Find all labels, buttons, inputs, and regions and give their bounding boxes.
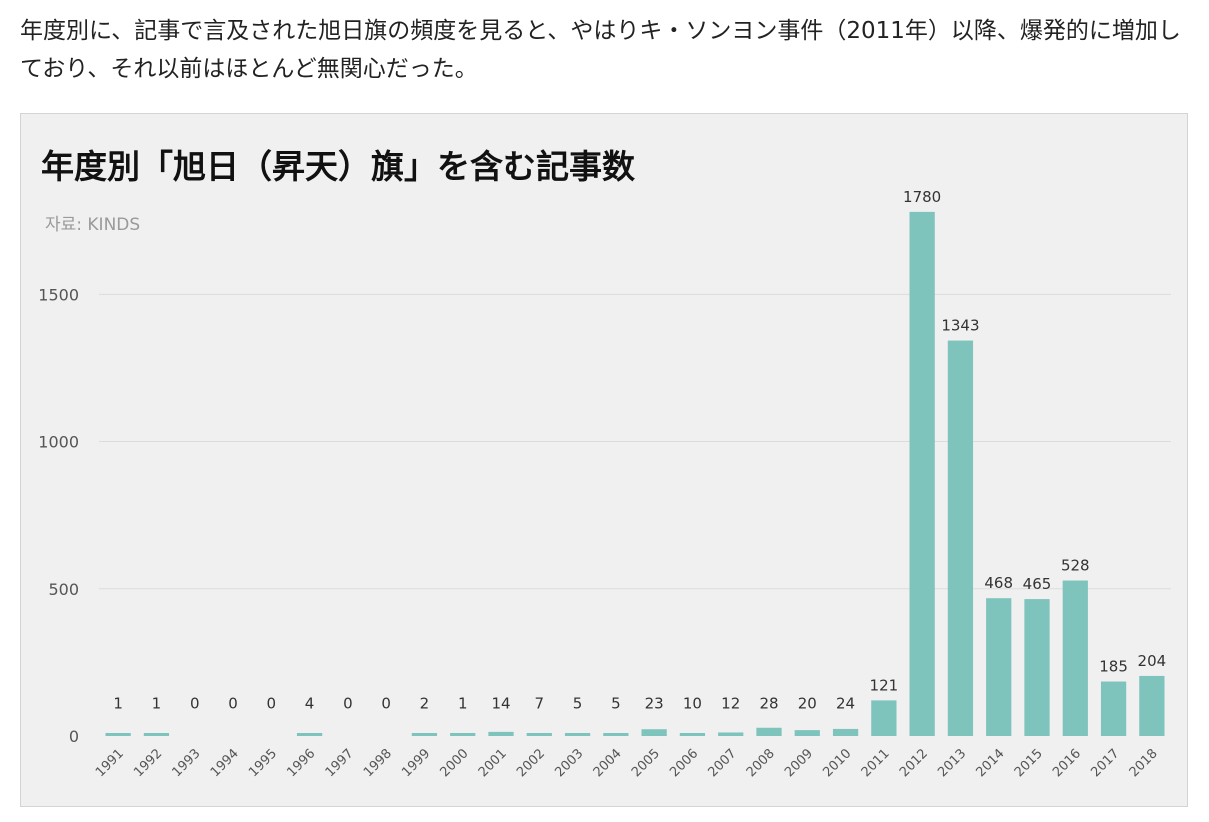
data-label-2015: 465: [1023, 575, 1052, 593]
x-tick-label-2016: 2016: [1050, 746, 1084, 780]
data-label-1997: 0: [343, 694, 353, 712]
x-tick-label-1992: 1992: [131, 746, 165, 780]
y-axis-ticks: 0 500 1000 1500: [38, 285, 79, 746]
y-tick-label: 1500: [38, 285, 79, 304]
x-axis-ticks: 1991 1992 1993 1994 1995 1996 1997 1998 1999 2000…: [93, 746, 1161, 780]
bar-1992: [143, 733, 170, 736]
data-label-2010: 24: [836, 694, 855, 712]
x-tick-label-2011: 2011: [859, 746, 893, 780]
grid-lines: [99, 293, 1171, 590]
bars: [105, 211, 1165, 736]
bar-2009: [794, 730, 820, 736]
bar-2008: [756, 727, 782, 736]
y-tick-label: 0: [69, 727, 79, 746]
data-label-2003: 5: [573, 694, 583, 712]
data-label-2012: 1780: [903, 188, 941, 206]
data-label-1994: 0: [228, 694, 238, 712]
data-label-1999: 2: [420, 694, 430, 712]
x-tick-label-2007: 2007: [706, 746, 740, 780]
bar-2016: [1062, 580, 1088, 736]
x-tick-label-1991: 1991: [93, 746, 127, 780]
x-tick-label-2006: 2006: [667, 746, 701, 780]
data-label-2000: 1: [458, 694, 468, 712]
data-labels: 1 1 0 0 0 4 0 0 2 1 14 7 5 5 23 10 12 28 20 241211780134346…: [113, 188, 1166, 712]
bar-2003: [564, 733, 591, 736]
x-tick-label-1998: 1998: [361, 746, 395, 780]
data-label-2004: 5: [611, 694, 621, 712]
bar-2017: [1100, 681, 1127, 736]
x-tick-label-1996: 1996: [284, 746, 318, 780]
bar-2014: [986, 598, 1012, 736]
bar-2011: [871, 700, 897, 736]
data-label-2011: 121: [870, 676, 899, 694]
x-tick-label-1994: 1994: [208, 746, 242, 780]
chart-panel: 年度別「旭日（昇天）旗」を含む記事数 자료: KINDS 0 500 1000 150…: [20, 113, 1188, 807]
data-label-1996: 4: [305, 694, 315, 712]
chart-source: 자료: KINDS: [45, 215, 141, 235]
bar-2006: [679, 733, 706, 736]
x-tick-label-2002: 2002: [514, 746, 548, 780]
bar-2013: [947, 340, 974, 736]
bar-1996: [296, 733, 323, 736]
y-tick-label: 1000: [38, 433, 79, 452]
x-tick-label-2001: 2001: [476, 746, 510, 780]
data-label-2002: 7: [535, 694, 545, 712]
bar-2018: [1139, 675, 1165, 736]
data-label-2006: 10: [683, 694, 702, 712]
x-tick-label-2004: 2004: [591, 746, 625, 780]
x-tick-label-1999: 1999: [399, 746, 433, 780]
data-label-1998: 0: [381, 694, 391, 712]
bar-2015: [1024, 599, 1050, 736]
data-label-2016: 528: [1061, 557, 1090, 575]
bar-1999: [411, 733, 438, 736]
x-tick-label-2009: 2009: [782, 746, 816, 780]
x-tick-label-2012: 2012: [897, 746, 931, 780]
data-label-2017: 185: [1099, 658, 1128, 676]
x-tick-label-1997: 1997: [323, 746, 357, 780]
x-tick-label-2003: 2003: [552, 746, 586, 780]
bar-2001: [488, 731, 514, 736]
data-label-2005: 23: [645, 694, 664, 712]
x-tick-label-2013: 2013: [935, 746, 969, 780]
x-tick-label-2014: 2014: [974, 746, 1008, 780]
data-label-2008: 28: [759, 694, 778, 712]
x-tick-label-2008: 2008: [744, 746, 778, 780]
x-tick-label-2017: 2017: [1088, 746, 1122, 780]
data-label-2018: 204: [1138, 652, 1167, 670]
article-caption: 年度別に、記事で言及された旭日旗の頻度を見ると、やはりキ・ソンヨン事件（2011…: [20, 18, 1181, 82]
data-label-1995: 0: [267, 694, 277, 712]
bar-2005: [641, 729, 667, 736]
x-tick-label-2005: 2005: [629, 746, 663, 780]
bar-2002: [526, 733, 552, 736]
data-label-1993: 0: [190, 694, 200, 712]
bar-2000: [450, 733, 476, 736]
y-tick-label: 500: [48, 580, 79, 599]
bar-2012: [909, 211, 935, 736]
data-label-2014: 468: [984, 574, 1013, 592]
bar-2004: [603, 733, 629, 736]
x-tick-label-1993: 1993: [170, 746, 204, 780]
bar-1991: [105, 733, 131, 736]
x-tick-label-2018: 2018: [1127, 746, 1161, 780]
x-tick-label-2010: 2010: [820, 746, 854, 780]
data-label-2001: 14: [491, 694, 510, 712]
data-label-2009: 20: [798, 694, 817, 712]
bar-2007: [718, 732, 744, 736]
data-label-2007: 12: [721, 694, 740, 712]
data-label-1991: 1: [113, 694, 123, 712]
data-label-1992: 1: [152, 694, 162, 712]
data-label-2013: 1343: [941, 317, 979, 335]
chart-title: 年度別「旭日（昇天）旗」を含む記事数: [41, 147, 635, 186]
bar-2010: [832, 728, 859, 736]
x-tick-label-2015: 2015: [1012, 746, 1046, 780]
x-tick-label-1995: 1995: [246, 746, 280, 780]
x-tick-label-2000: 2000: [438, 746, 472, 780]
